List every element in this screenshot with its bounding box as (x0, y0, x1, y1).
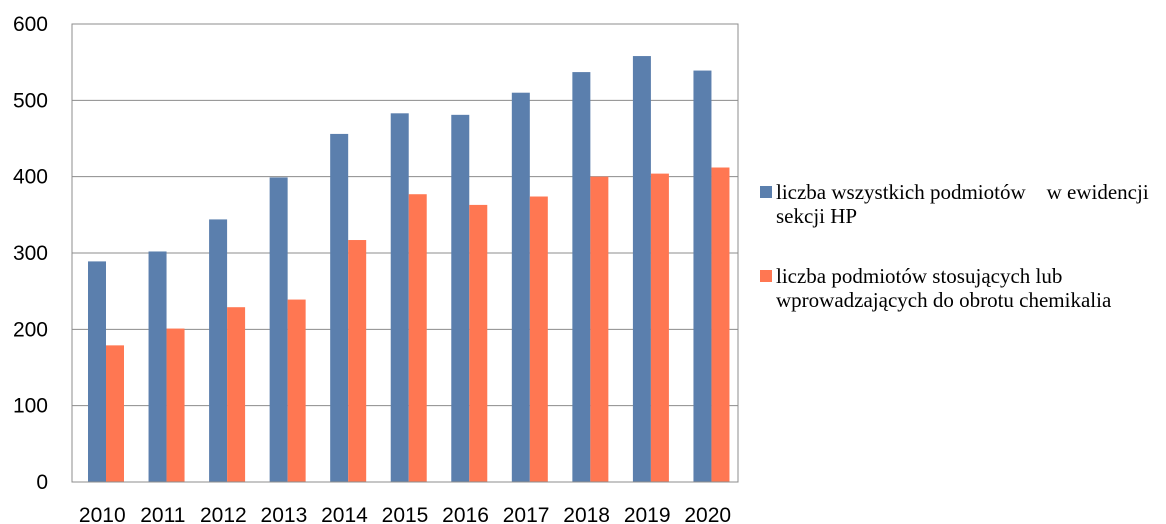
bar-series1-2011 (148, 251, 167, 482)
x-tick-label: 2014 (321, 504, 368, 524)
x-tick-label: 2013 (261, 504, 308, 524)
x-tick-label: 2017 (503, 504, 550, 524)
bar-series1-2013 (269, 177, 288, 482)
legend-item-chemical-entities: liczba podmiotów stosujących lub wprowad… (760, 264, 1160, 312)
bar-series1-2010 (88, 261, 106, 482)
y-tick-label: 100 (13, 395, 48, 418)
x-tick-label: 2012 (200, 504, 247, 524)
x-tick-label: 2010 (79, 504, 126, 524)
x-tick-label: 2019 (624, 504, 671, 524)
bar-series2-2012 (227, 307, 246, 482)
bar-series2-2015 (408, 194, 427, 482)
bar-series2-2010 (106, 345, 124, 482)
y-tick-label: 400 (13, 166, 48, 189)
y-tick-label: 200 (13, 318, 48, 341)
bar-series2-2018 (590, 176, 609, 482)
x-tick-label: 2015 (382, 504, 429, 524)
bar-series2-2017 (529, 196, 548, 482)
legend: liczba wszystkich podmiotów w ewidencji … (760, 180, 1160, 348)
bar-series1-2018 (572, 72, 591, 482)
y-tick-label: 500 (13, 89, 48, 112)
bar-series2-2019 (650, 173, 669, 482)
y-tick-label: 600 (13, 13, 48, 36)
legend-label-chemical-entities: liczba podmiotów stosujących lub wprowad… (776, 264, 1112, 312)
bar-chart: 0 100 200 300 400 500 600 2010 2011 2012 2013 2014… (13, 13, 739, 524)
bar-series2-2013 (287, 299, 306, 482)
plot-area-border (71, 23, 739, 483)
bar-series1-2016 (451, 114, 470, 482)
x-tick-label: 2018 (563, 504, 610, 524)
bar-series2-2020 (711, 167, 730, 483)
bar-series1-2015 (390, 113, 409, 482)
y-tick-label: 0 (36, 471, 48, 494)
x-tick-label: 2011 (140, 504, 185, 524)
legend-swatch-all-entities (760, 186, 772, 198)
bar-series1-2014 (330, 133, 349, 483)
x-tick-label: 2020 (684, 504, 731, 524)
bar-series1-2017 (511, 92, 530, 482)
bar-series1-2019 (632, 56, 651, 483)
y-axis-ticks: 0 100 200 300 400 500 600 (13, 13, 48, 494)
bar-series2-2016 (469, 204, 488, 482)
legend-swatch-chemical-entities (760, 270, 772, 282)
bar-series2-2011 (166, 328, 185, 482)
bar-series1-2012 (209, 219, 228, 482)
legend-label-all-entities: liczba wszystkich podmiotów w ewidencji … (776, 180, 1154, 228)
x-tick-label: 2016 (442, 504, 489, 524)
bars (88, 56, 730, 483)
bar-series1-2020 (693, 70, 712, 483)
legend-item-all-entities: liczba wszystkich podmiotów w ewidencji … (760, 180, 1160, 228)
x-axis-ticks: 2010 2011 2012 2013 2014 2015 2016 2017 2018 2019… (79, 504, 731, 524)
bar-series2-2014 (348, 240, 367, 482)
y-tick-label: 300 (13, 242, 48, 265)
